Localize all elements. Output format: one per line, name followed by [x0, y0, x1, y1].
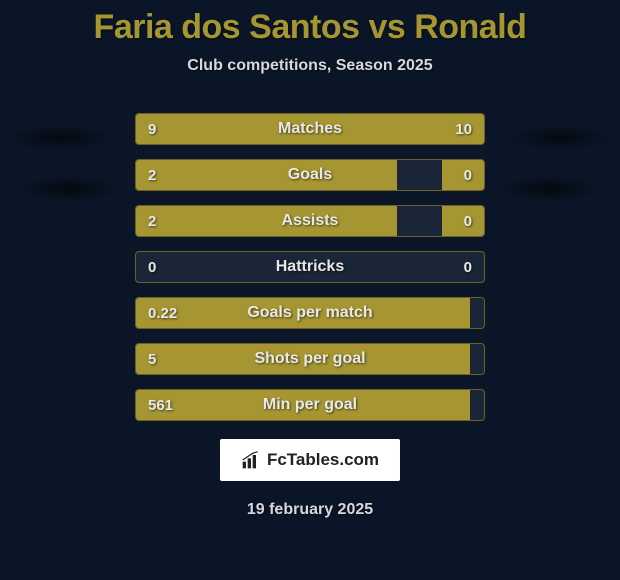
stat-label: Assists: [136, 206, 484, 236]
chart-icon: [241, 450, 261, 470]
player-shadow-left-2: [15, 175, 125, 203]
comparison-date: 19 february 2025: [0, 501, 620, 519]
stats-container: 9Matches102Goals02Assists00Hattricks00.2…: [135, 113, 485, 421]
stat-row: 0Hattricks0: [135, 251, 485, 283]
player-shadow-right-1: [505, 124, 615, 152]
page-subtitle: Club competitions, Season 2025: [0, 57, 620, 75]
stat-label: Goals: [136, 160, 484, 190]
stat-label: Goals per match: [136, 298, 484, 328]
stat-row: 9Matches10: [135, 113, 485, 145]
stat-row: 2Assists0: [135, 205, 485, 237]
stat-label: Hattricks: [136, 252, 484, 282]
stat-row: 561Min per goal: [135, 389, 485, 421]
stat-value-right: 0: [464, 252, 472, 282]
stat-value-right: 0: [464, 206, 472, 236]
logo-text: FcTables.com: [267, 450, 379, 470]
stat-label: Shots per goal: [136, 344, 484, 374]
site-logo[interactable]: FcTables.com: [220, 439, 400, 481]
stat-row: 2Goals0: [135, 159, 485, 191]
stat-label: Matches: [136, 114, 484, 144]
page-title: Faria dos Santos vs Ronald: [0, 0, 620, 47]
stat-value-right: 10: [455, 114, 472, 144]
player-shadow-left-1: [5, 124, 115, 152]
stat-row: 0.22Goals per match: [135, 297, 485, 329]
stat-row: 5Shots per goal: [135, 343, 485, 375]
stat-value-right: 0: [464, 160, 472, 190]
player-shadow-right-2: [495, 175, 605, 203]
stat-label: Min per goal: [136, 390, 484, 420]
